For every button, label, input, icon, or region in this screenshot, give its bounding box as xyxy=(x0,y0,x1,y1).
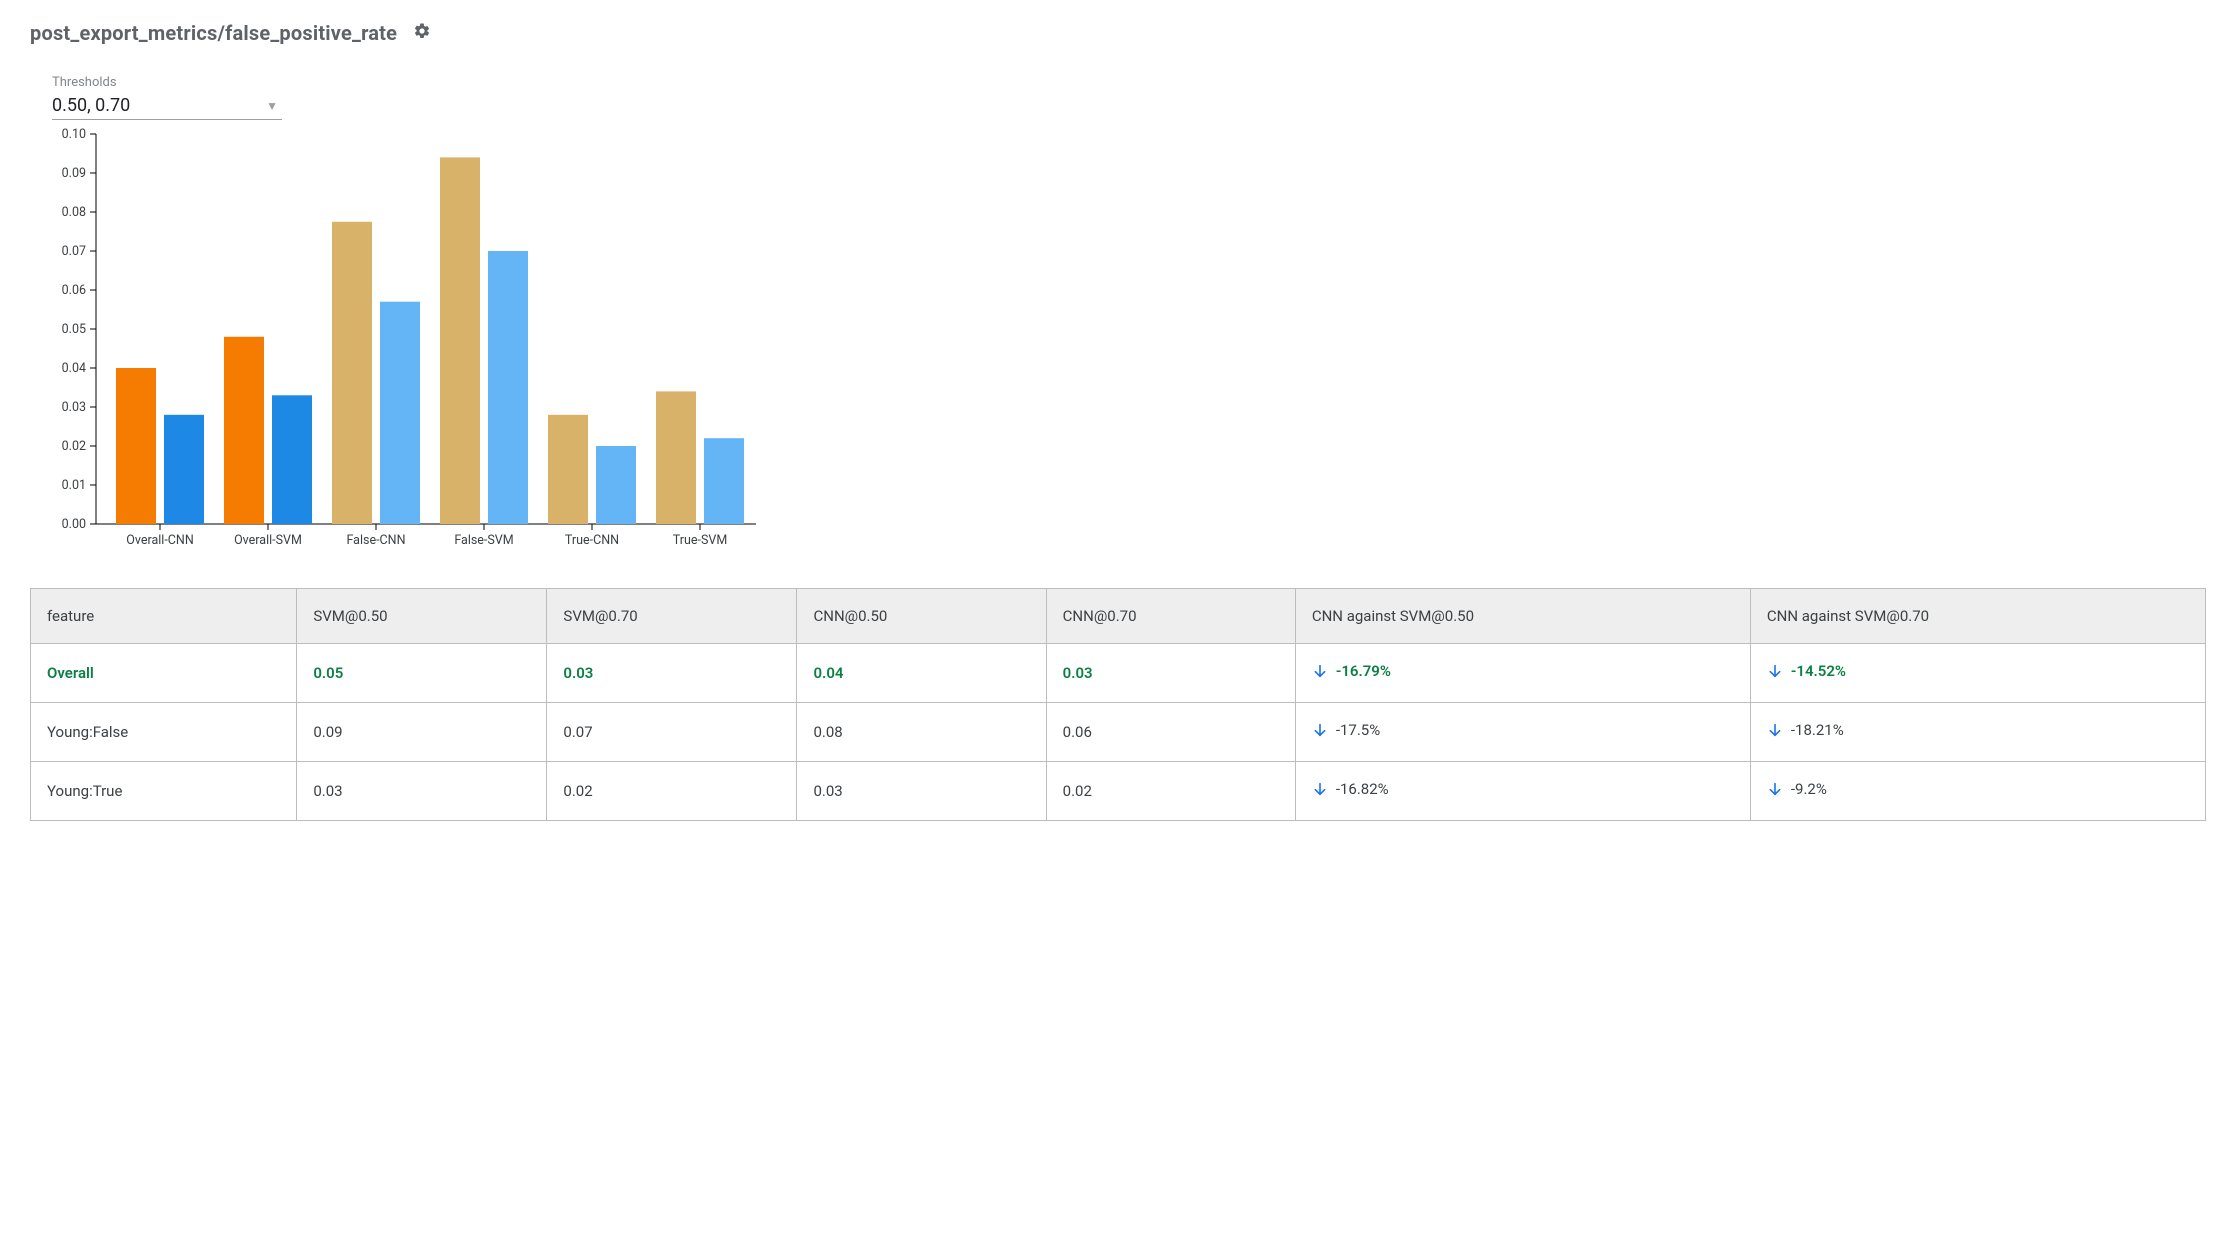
svg-text:0.00: 0.00 xyxy=(62,517,86,532)
table-cell: 0.02 xyxy=(1046,762,1295,821)
svg-text:0.06: 0.06 xyxy=(62,283,86,298)
delta-value: -17.5% xyxy=(1336,721,1380,739)
metrics-table: featureSVM@0.50SVM@0.70CNN@0.50CNN@0.70C… xyxy=(30,588,2206,821)
arrow-down-icon xyxy=(1312,662,1328,680)
svg-text:Overall-SVM: Overall-SVM xyxy=(234,533,302,548)
delta-value: -18.21% xyxy=(1791,721,1844,739)
table-cell: Young:False xyxy=(31,703,297,762)
svg-text:0.08: 0.08 xyxy=(62,205,86,220)
delta-value: -16.82% xyxy=(1336,780,1389,798)
bar xyxy=(380,302,420,524)
gear-icon xyxy=(413,22,431,43)
table-cell: 0.05 xyxy=(297,644,547,703)
table-cell: -17.5% xyxy=(1295,703,1750,762)
table-cell: 0.03 xyxy=(297,762,547,821)
chevron-down-icon: ▼ xyxy=(266,99,278,113)
delta-value: -14.52% xyxy=(1791,662,1846,680)
column-header[interactable]: SVM@0.50 xyxy=(297,589,547,644)
table-header-row: featureSVM@0.50SVM@0.70CNN@0.50CNN@0.70C… xyxy=(31,589,2206,644)
bar xyxy=(440,157,480,524)
svg-text:0.10: 0.10 xyxy=(62,127,86,142)
table-row: Young:False0.090.070.080.06 -17.5% -18.21% xyxy=(31,703,2206,762)
chart-container: 0.00 0.01 0.02 0.03 0.04 0.05 0.06 0.07 0.08 0.09… xyxy=(38,126,2206,576)
thresholds-label: Thresholds xyxy=(52,75,2206,90)
svg-text:0.01: 0.01 xyxy=(62,478,86,493)
table-cell: 0.08 xyxy=(797,703,1046,762)
arrow-down-icon xyxy=(1312,721,1328,739)
svg-text:True-SVM: True-SVM xyxy=(673,533,728,548)
thresholds-value: 0.50, 0.70 xyxy=(52,95,130,116)
arrow-down-icon xyxy=(1767,780,1783,798)
column-header[interactable]: feature xyxy=(31,589,297,644)
table-cell: 0.03 xyxy=(797,762,1046,821)
svg-text:0.05: 0.05 xyxy=(62,322,86,337)
bar xyxy=(656,391,696,524)
bar xyxy=(116,368,156,524)
arrow-down-icon xyxy=(1767,721,1783,739)
table-cell: 0.03 xyxy=(547,644,797,703)
arrow-down-icon xyxy=(1767,662,1783,680)
header-row: post_export_metrics/false_positive_rate xyxy=(30,18,2206,47)
settings-button[interactable] xyxy=(409,18,435,47)
table-cell: 0.07 xyxy=(547,703,797,762)
bar-chart: 0.00 0.01 0.02 0.03 0.04 0.05 0.06 0.07 0.08 0.09… xyxy=(38,126,768,576)
svg-text:False-CNN: False-CNN xyxy=(346,533,405,548)
delta-value: -9.2% xyxy=(1791,780,1827,798)
bar xyxy=(332,222,372,524)
bar xyxy=(272,395,312,524)
table-cell: -18.21% xyxy=(1750,703,2205,762)
table-cell: -16.82% xyxy=(1295,762,1750,821)
table-cell: 0.02 xyxy=(547,762,797,821)
thresholds-select[interactable]: 0.50, 0.70 ▼ xyxy=(52,93,282,120)
column-header[interactable]: CNN against SVM@0.70 xyxy=(1750,589,2205,644)
arrow-down-icon xyxy=(1312,780,1328,798)
bar xyxy=(548,415,588,524)
table-row: Overall0.050.030.040.03-16.79%-14.52% xyxy=(31,644,2206,703)
table-cell: Overall xyxy=(31,644,297,703)
table-cell: -9.2% xyxy=(1750,762,2205,821)
table-cell: -16.79% xyxy=(1295,644,1750,703)
table-cell: 0.03 xyxy=(1046,644,1295,703)
table-cell: 0.06 xyxy=(1046,703,1295,762)
svg-text:0.09: 0.09 xyxy=(62,166,86,181)
bar xyxy=(488,251,528,524)
table-cell: 0.04 xyxy=(797,644,1046,703)
table-body: Overall0.050.030.040.03-16.79%-14.52%You… xyxy=(31,644,2206,821)
bar xyxy=(704,438,744,524)
delta-value: -16.79% xyxy=(1336,662,1391,680)
thresholds-block: Thresholds 0.50, 0.70 ▼ xyxy=(52,75,2206,120)
bar xyxy=(164,415,204,524)
table-row: Young:True0.030.020.030.02-16.82%-9.2% xyxy=(31,762,2206,821)
svg-text:Overall-CNN: Overall-CNN xyxy=(126,533,194,548)
bar xyxy=(596,446,636,524)
column-header[interactable]: SVM@0.70 xyxy=(547,589,797,644)
column-header[interactable]: CNN@0.70 xyxy=(1046,589,1295,644)
page-title: post_export_metrics/false_positive_rate xyxy=(30,21,397,45)
svg-text:0.04: 0.04 xyxy=(62,361,86,376)
column-header[interactable]: CNN against SVM@0.50 xyxy=(1295,589,1750,644)
svg-text:0.02: 0.02 xyxy=(62,439,86,454)
table-cell: -14.52% xyxy=(1750,644,2205,703)
svg-text:True-CNN: True-CNN xyxy=(565,533,619,548)
table-cell: 0.09 xyxy=(297,703,547,762)
svg-text:False-SVM: False-SVM xyxy=(454,533,513,548)
bar xyxy=(224,337,264,524)
table-cell: Young:True xyxy=(31,762,297,821)
svg-text:0.07: 0.07 xyxy=(62,244,86,259)
column-header[interactable]: CNN@0.50 xyxy=(797,589,1046,644)
svg-text:0.03: 0.03 xyxy=(62,400,86,415)
